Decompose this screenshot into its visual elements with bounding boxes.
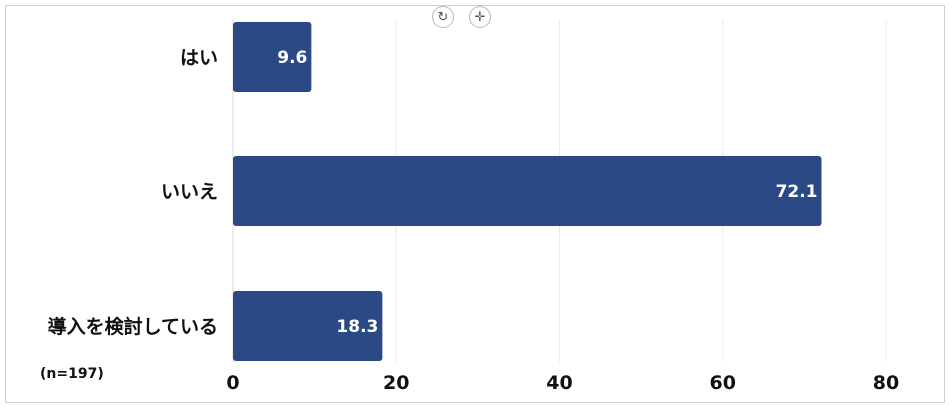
move-icon: ✛ bbox=[474, 9, 486, 25]
data-label: 18.3 bbox=[336, 317, 378, 337]
x-tick-label: 60 bbox=[710, 372, 736, 394]
data-label: 72.1 bbox=[776, 182, 818, 202]
x-tick-label: 20 bbox=[383, 372, 409, 394]
move-button[interactable]: ✛ bbox=[469, 6, 491, 28]
rotate-button[interactable]: ↻ bbox=[432, 6, 454, 28]
x-tick-label: 80 bbox=[873, 372, 899, 394]
x-tick-label: 0 bbox=[226, 372, 239, 394]
bar bbox=[233, 22, 312, 92]
rotate-icon: ↻ bbox=[437, 9, 449, 25]
category-label: いいえ bbox=[161, 181, 218, 203]
sample-size-note: (n=197) bbox=[40, 366, 104, 382]
category-label: 導入を検討している bbox=[48, 315, 218, 338]
category-label: はい bbox=[180, 47, 218, 69]
data-label: 9.6 bbox=[277, 48, 307, 68]
x-tick-label: 40 bbox=[546, 372, 572, 394]
bar bbox=[233, 291, 383, 361]
bar bbox=[233, 156, 822, 226]
